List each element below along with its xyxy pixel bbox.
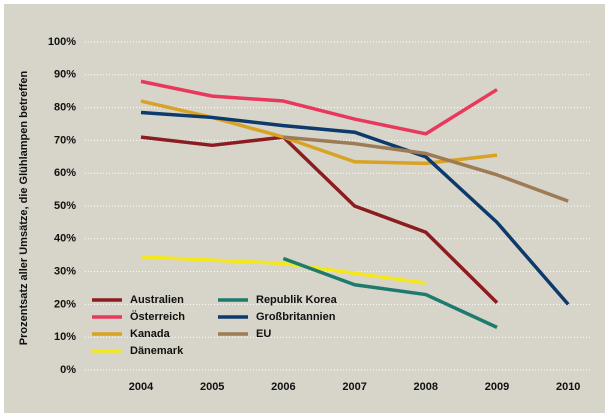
- legend-label: Österreich: [130, 310, 185, 323]
- chart-background: [4, 4, 605, 413]
- y-tick-label: 20%: [54, 298, 76, 310]
- series-line: [140, 135, 499, 305]
- y-tick-label: 60%: [54, 167, 76, 179]
- y-tick-label: 70%: [54, 134, 76, 146]
- y-axis-label: Prozentsatz aller Umsätze, die Glühlampe…: [18, 70, 30, 345]
- y-tick-label: 0%: [60, 364, 76, 376]
- x-tick-label: 2007: [342, 381, 366, 393]
- y-tick-label: 90%: [54, 69, 76, 81]
- series-line: [140, 99, 498, 166]
- series-line: [283, 135, 569, 203]
- series-line: [282, 256, 498, 329]
- legend-label: Dänemark: [130, 345, 184, 357]
- y-tick-label: 80%: [54, 102, 76, 114]
- y-tick-label: 30%: [54, 266, 76, 278]
- legend-label: Australien: [130, 294, 184, 306]
- y-tick-label: 10%: [54, 331, 76, 343]
- y-tick-label: 40%: [54, 233, 76, 245]
- legend-label: Kanada: [130, 328, 171, 340]
- series-line: [140, 110, 570, 306]
- legend-label: EU: [256, 328, 271, 340]
- y-tick-label: 50%: [54, 200, 76, 212]
- x-tick-label: 2008: [414, 381, 438, 393]
- x-tick-label: 2004: [129, 381, 154, 393]
- series-line: [140, 79, 498, 136]
- series-line: [140, 255, 427, 285]
- legend-label: Großbritannien: [256, 311, 336, 323]
- x-tick-label: 2005: [200, 381, 224, 393]
- x-tick-label: 2009: [485, 381, 509, 393]
- legend-label: Republik Korea: [256, 294, 338, 306]
- y-tick-label: 100%: [48, 36, 76, 48]
- x-tick-label: 2010: [556, 381, 580, 393]
- x-tick-label: 2006: [271, 381, 295, 393]
